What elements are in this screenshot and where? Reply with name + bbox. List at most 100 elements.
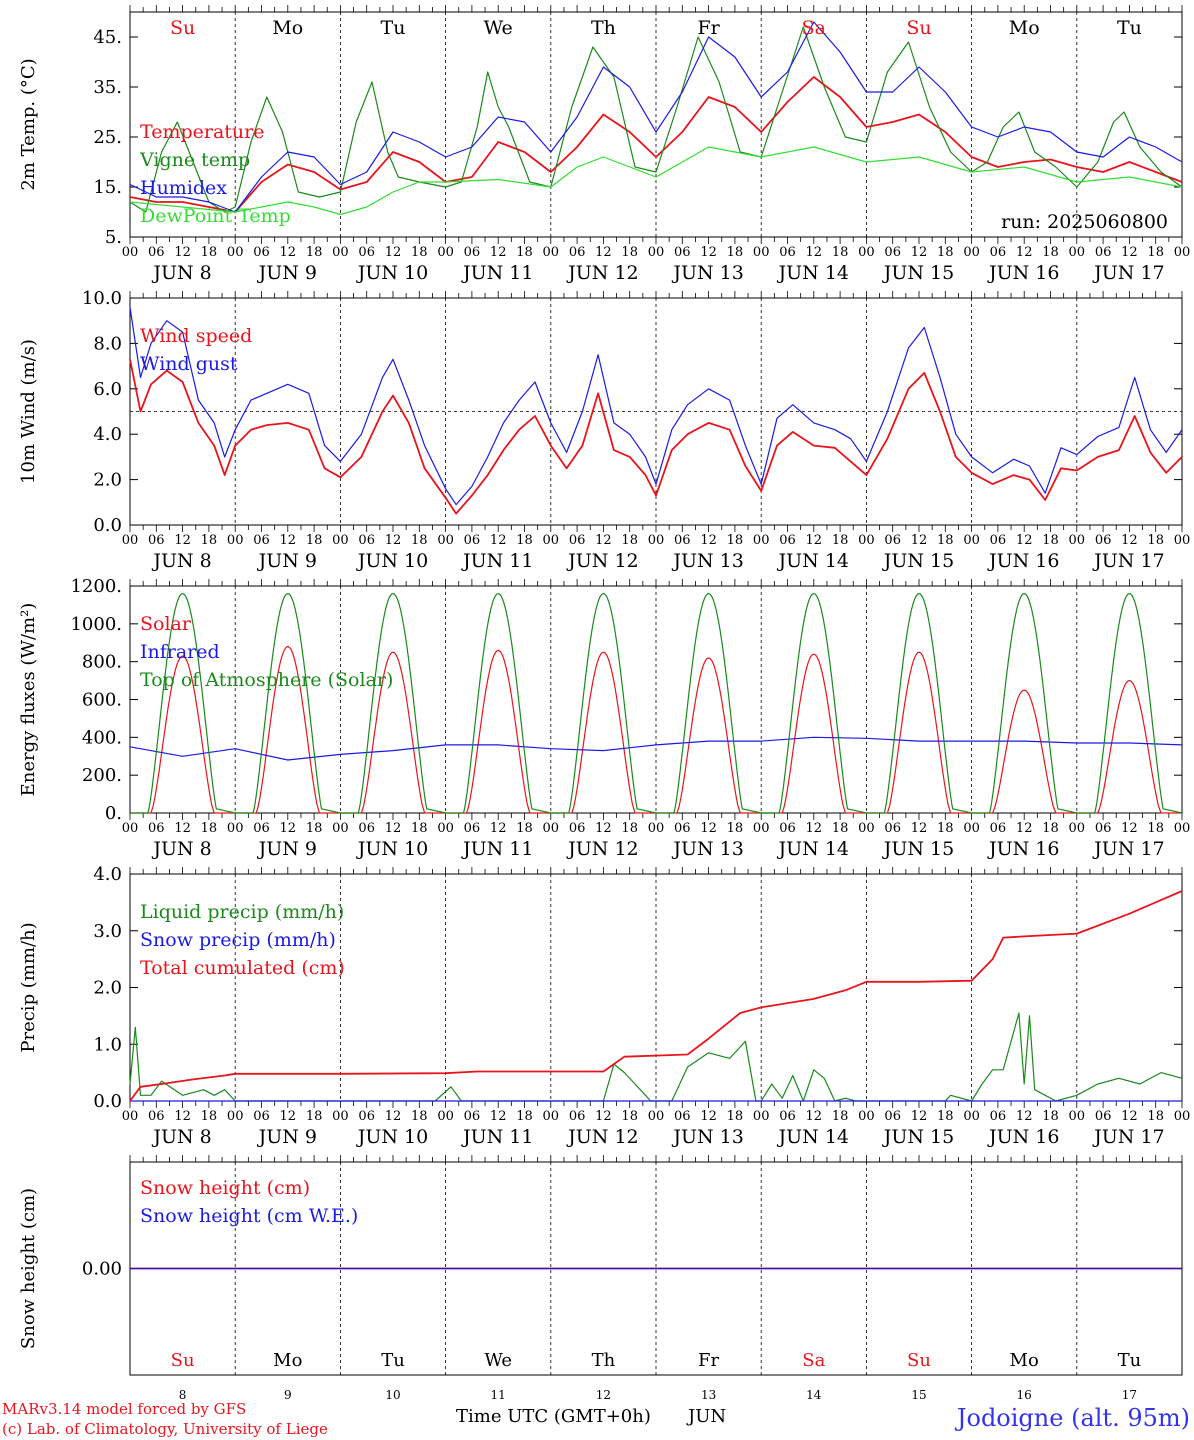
- hour-label: 00: [753, 533, 770, 548]
- day-number: 14: [806, 1388, 822, 1402]
- hour-label: 00: [1069, 1109, 1086, 1124]
- hour-label: 00: [543, 1109, 560, 1124]
- legend-entry: Snow precip (mm/h): [140, 929, 336, 951]
- date-label: JUN 11: [461, 262, 533, 284]
- hour-label: 18: [621, 245, 638, 260]
- hour-label: 12: [595, 245, 612, 260]
- hour-label: 00: [227, 821, 244, 836]
- hour-label: 06: [358, 1109, 375, 1124]
- date-label: JUN 10: [356, 550, 428, 572]
- y-tick-label: 25.: [93, 127, 122, 148]
- hour-label: 06: [148, 533, 165, 548]
- date-label: JUN 14: [777, 550, 849, 572]
- hour-label: 00: [648, 245, 665, 260]
- y-axis-label: 2m Temp. (°C): [18, 58, 39, 190]
- date-label: JUN 11: [461, 550, 533, 572]
- hour-label: 06: [569, 1109, 586, 1124]
- hour-label: 00: [753, 245, 770, 260]
- y-tick-label: 600.: [82, 690, 122, 711]
- y-tick-label: 400.: [82, 727, 122, 748]
- y-axis-label: Precip (mm/h): [18, 922, 39, 1052]
- y-axis-label: Energy fluxes (W/m²): [18, 603, 39, 797]
- hour-label: 18: [201, 533, 218, 548]
- date-label: JUN 12: [566, 1126, 638, 1148]
- hour-label: 00: [1174, 1109, 1191, 1124]
- date-label: JUN 14: [777, 838, 849, 860]
- hour-label: 18: [937, 533, 954, 548]
- hour-label: 12: [700, 533, 717, 548]
- hour-label: 18: [832, 533, 849, 548]
- day-name: Mo: [1009, 17, 1040, 39]
- y-tick-label: 4.0: [93, 424, 122, 445]
- y-axis-label: Snow height (cm): [18, 1188, 39, 1349]
- hour-label: 00: [963, 533, 980, 548]
- y-tick-label: 8.0: [93, 333, 122, 354]
- hour-label: 00: [122, 533, 139, 548]
- date-label: JUN 17: [1092, 838, 1164, 860]
- hour-label: 12: [911, 821, 928, 836]
- hour-label: 12: [385, 245, 402, 260]
- legend-entry: Snow height (cm W.E.): [140, 1205, 358, 1227]
- hour-label: 00: [332, 245, 349, 260]
- panel-5: 0.00 Snow height (cm) Snow height (cm) Snow…: [18, 1155, 1183, 1402]
- hour-label: 06: [358, 821, 375, 836]
- hour-label: 12: [806, 245, 823, 260]
- day-name: We: [484, 17, 513, 39]
- hour-label: 12: [595, 1109, 612, 1124]
- day-number: 15: [911, 1388, 926, 1402]
- y-tick-label: 3.0: [93, 921, 122, 942]
- series-dewpoint-temp: [129, 146, 1183, 216]
- hour-label: 12: [280, 245, 297, 260]
- hour-label: 00: [1174, 821, 1191, 836]
- hour-label: 06: [253, 245, 270, 260]
- hour-label: 06: [569, 245, 586, 260]
- hour-label: 06: [674, 821, 691, 836]
- x-axis-label: Time UTC (GMT+0h): [456, 1406, 651, 1427]
- legend-entry: Total cumulated (cm): [140, 957, 345, 979]
- day-name: Mo: [273, 1350, 302, 1371]
- legend-entry: Snow height (cm): [140, 1177, 310, 1199]
- day-number: 16: [1017, 1388, 1032, 1402]
- hour-label: 00: [437, 821, 454, 836]
- day-name: Th: [592, 1350, 616, 1371]
- y-tick-label: 200.: [82, 765, 122, 786]
- date-label: JUN 17: [1092, 262, 1164, 284]
- y-tick-label: 2.0: [93, 978, 122, 999]
- hour-label: 12: [174, 1109, 191, 1124]
- hour-label: 00: [227, 245, 244, 260]
- day-name: Fr: [697, 17, 720, 39]
- hour-label: 06: [358, 245, 375, 260]
- series-wind-gust: [129, 307, 1183, 506]
- date-label: JUN 16: [987, 838, 1059, 860]
- hour-label: 18: [306, 821, 323, 836]
- hour-label: 00: [122, 1109, 139, 1124]
- hour-label: 12: [174, 245, 191, 260]
- hour-label: 18: [621, 533, 638, 548]
- hour-label: 00: [858, 1109, 875, 1124]
- day-number: 11: [491, 1388, 506, 1402]
- day-name: Fr: [698, 1350, 719, 1371]
- hour-label: 12: [174, 533, 191, 548]
- hour-label: 18: [1147, 533, 1164, 548]
- hour-label: 06: [1095, 245, 1112, 260]
- series-total-cumulated-cm: [129, 890, 1183, 1102]
- y-tick-label: 2.0: [93, 470, 122, 491]
- hour-label: 00: [858, 821, 875, 836]
- hour-label: 18: [1147, 1109, 1164, 1124]
- hour-label: 18: [1042, 533, 1059, 548]
- hour-label: 18: [411, 245, 428, 260]
- hour-label: 06: [253, 1109, 270, 1124]
- location-title: Jodoigne (alt. 95m): [954, 1404, 1190, 1432]
- hour-label: 12: [1016, 1109, 1033, 1124]
- date-label: JUN 12: [566, 550, 638, 572]
- hour-label: 06: [569, 821, 586, 836]
- y-axis-label: 10m Wind (m/s): [18, 339, 39, 484]
- hour-label: 00: [648, 1109, 665, 1124]
- hour-label: 18: [411, 821, 428, 836]
- hour-label: 18: [306, 1109, 323, 1124]
- hour-label: 18: [832, 245, 849, 260]
- hour-label: 06: [148, 245, 165, 260]
- y-tick-label: 10.0: [82, 288, 122, 309]
- hour-label: 18: [306, 245, 323, 260]
- date-label: JUN 8: [151, 262, 211, 284]
